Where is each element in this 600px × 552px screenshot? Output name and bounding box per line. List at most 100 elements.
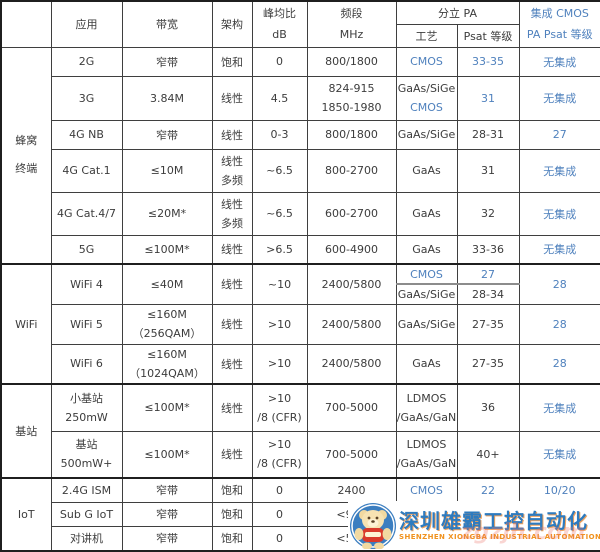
cell-line: 小基站 <box>70 391 103 405</box>
table-row-wifi6: WiFi 6 ≤160M （1024QAM） 线性 >10 2400/5800 … <box>1 343 600 385</box>
cell-psat: 28-31 <box>456 119 520 150</box>
cell-line: 824-915 <box>328 82 375 95</box>
table-row-4gcat47: 4G Cat.4/7 ≤20M* 线性 多频 ~6.5 600-2700 GaA… <box>1 191 600 236</box>
cell-line: LDMOS <box>406 438 447 452</box>
freq-line2: MHz <box>339 28 364 42</box>
cell-psat: 27-35 <box>456 303 520 345</box>
table-row-wifi4-a: WiFi WiFi 4 ≤40M 线性 ~10 2400/5800 CMOS 2… <box>0 263 600 385</box>
cell-app: 基站 500mW+ <box>50 430 123 479</box>
cell-app: 2G <box>50 46 123 77</box>
cell-architecture: 线性 <box>211 234 253 265</box>
cell-line: >10 <box>267 438 292 452</box>
group-cell-wifi: WiFi <box>0 263 52 385</box>
cell-app: 2.4G ISM <box>50 477 123 503</box>
group-cell-cellular: 蜂窝 终端 <box>0 46 52 265</box>
cell-process: CMOS <box>395 263 458 285</box>
cell-bandwidth: ≤100M* <box>121 383 213 432</box>
cell-papr: 0 <box>251 477 308 503</box>
cell-line: /GaAs/GaN <box>396 410 457 424</box>
cell-freq: 700-5000 <box>306 383 397 432</box>
cell-app: Sub G IoT <box>50 501 123 527</box>
cell-line: 线性 <box>221 154 243 168</box>
table-row-3g: 3G 3.84M 线性 4.5 824-915 1850-1980 GaAs/S… <box>1 75 600 121</box>
cell-app: 3G <box>50 75 123 121</box>
cell-bandwidth: 窄带 <box>121 525 213 552</box>
header-row-1: 应用 带宽 架构 峰均比 dB 频段 MHz 分立 PA 集成 CMOS PA … <box>0 0 600 48</box>
cell-bandwidth: 窄带 <box>121 477 213 503</box>
cell-bandwidth: ≤40M <box>121 263 213 305</box>
cell-line: （1024QAM） <box>129 366 205 380</box>
table-row-bts: 基站 500mW+ ≤100M* 线性 >10 /8 (CFR) 700-500… <box>1 430 600 479</box>
cell-integrated: 10/20 <box>518 477 600 503</box>
table-row-24g-ism: IoT 2.4G ISM 窄带 饱和 0 2400 CMOS 22 10/20 <box>0 477 600 552</box>
freq-line1: 频段 <box>340 7 363 21</box>
cell-papr: >10 <box>251 303 308 345</box>
cell-line: >10 <box>267 391 292 405</box>
col-header-psat-grade: Psat 等级 <box>456 23 520 48</box>
cell-line: 多频 <box>221 216 243 230</box>
cell-freq: 2400/5800 <box>306 263 397 305</box>
table-row-4gnb: 4G NB 窄带 线性 0-3 800/1800 GaAs/SiGe 28-31… <box>1 119 600 150</box>
col-header-architecture: 架构 <box>211 0 253 48</box>
cell-line: 500mW+ <box>60 457 113 471</box>
cell-integrated: 27 <box>518 119 600 150</box>
cell-bandwidth: ≤10M <box>121 148 213 193</box>
cell-process: LDMOS /GaAs/GaN <box>395 430 458 479</box>
header-row-2: 工艺 Psat 等级 <box>1 23 600 48</box>
cell-process: GaAs <box>395 234 458 265</box>
cell-papr: 0 <box>251 525 308 552</box>
cell-bandwidth: ≤20M* <box>121 191 213 236</box>
watermark-en-text: SHENZHEN XIONGBA INDUSTRIAL AUTOMATION <box>399 532 600 541</box>
cell-architecture: 线性 <box>211 430 253 479</box>
cell-process: GaAs/SiGe CMOS <box>395 75 458 121</box>
cell-integrated: 无集成 <box>518 75 600 121</box>
cell-papr: >6.5 <box>251 234 308 265</box>
cell-integrated: 无集成 <box>518 430 600 479</box>
cell-psat: 27-35 <box>456 343 520 385</box>
cell-bandwidth: 窄带 <box>121 501 213 527</box>
cell-app: 4G Cat.1 <box>50 148 123 193</box>
cell-papr: ~6.5 <box>251 191 308 236</box>
cell-bandwidth: ≤100M* <box>121 430 213 479</box>
watermark-text: 深圳雄霸工控自动化 SHENZHEN XIONGBA INDUSTRIAL AU… <box>399 510 600 545</box>
cell-integrated: 无集成 <box>518 234 600 265</box>
cell-line: LDMOS <box>406 391 447 405</box>
table-row-4gcat1: 4G Cat.1 ≤10M 线性 多频 ~6.5 800-2700 GaAs 3… <box>1 148 600 193</box>
col-header-freq: 频段 MHz <box>306 0 397 48</box>
cell-papr: ~10 <box>251 263 308 305</box>
col-header-app: 应用 <box>50 0 123 48</box>
cell-integrated: 无集成 <box>518 383 600 432</box>
cell-architecture: 线性 <box>211 383 253 432</box>
cell-psat: 32 <box>456 191 520 236</box>
cell-bandwidth: 窄带 <box>121 119 213 150</box>
papr-line2: dB <box>272 28 287 42</box>
cell-psat: 36 <box>456 383 520 432</box>
group-label-line: 蜂窝 <box>15 134 38 148</box>
cell-line: /8 (CFR) <box>257 457 302 471</box>
cell-line: GaAs/SiGe <box>397 82 456 95</box>
cell-line: 多频 <box>221 173 243 187</box>
cell-freq: 800-2700 <box>306 148 397 193</box>
cell-bandwidth: ≤160M （256QAM） <box>121 303 213 345</box>
cell-process: GaAs/SiGe <box>395 119 458 150</box>
col-header-papr: 峰均比 dB <box>251 0 308 48</box>
cell-integrated: 28 <box>518 303 600 345</box>
col-header-process: 工艺 <box>395 23 458 48</box>
cell-app: 4G Cat.4/7 <box>50 191 123 236</box>
cell-app: 5G <box>50 234 123 265</box>
cell-papr: 0 <box>251 501 308 527</box>
cell-process: GaAs <box>395 148 458 193</box>
cell-line: 1850-1980 <box>321 101 382 114</box>
cell-integrated: 无集成 <box>518 148 600 193</box>
cell-integrated: 28 <box>518 343 600 385</box>
cell-freq: 2400/5800 <box>306 303 397 345</box>
cell-architecture: 线性 多频 <box>211 191 253 236</box>
cell-freq: 2400 <box>306 477 397 503</box>
integrated-line1: 集成 CMOS <box>530 7 589 21</box>
cell-papr: >10 /8 (CFR) <box>251 430 308 479</box>
cell-line: 线性 <box>221 197 243 211</box>
cell-line: 基站 <box>75 438 98 452</box>
cell-line: ≤160M <box>147 347 187 361</box>
cell-process: CMOS <box>395 477 458 503</box>
cell-freq: 824-915 1850-1980 <box>306 75 397 121</box>
